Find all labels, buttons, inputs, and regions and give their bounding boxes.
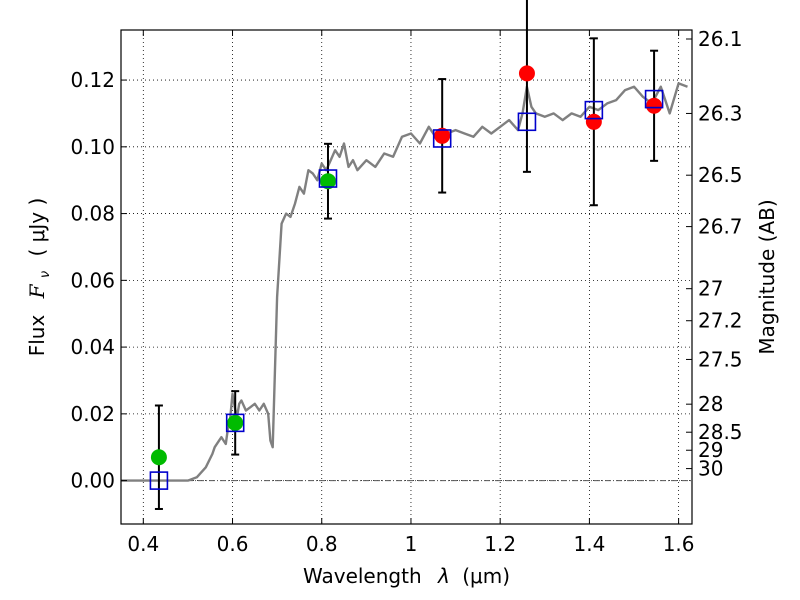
x-tick-label: 1.2 [484, 532, 516, 556]
model-flux-square [149, 471, 169, 490]
magnitude-tick-label: 26.5 [698, 163, 743, 187]
magnitude-tick-label: 26.1 [698, 27, 743, 51]
magnitude-tick-label: 28.5 [698, 420, 743, 444]
x-axis-label-prefix: Wavelength [303, 564, 422, 588]
magnitude-tick-label: 30 [698, 457, 723, 481]
plot-frame [120, 29, 693, 525]
magnitude-axis-label: Magnitude (AB) [755, 199, 779, 354]
y-tick-label: 0.12 [70, 68, 115, 92]
x-tick-label: 1.4 [573, 532, 605, 556]
model-flux-square [225, 413, 245, 433]
model-flux-square [517, 112, 537, 132]
x-tick-label: 1 [405, 532, 418, 556]
sed-model-line [121, 82, 688, 482]
magnitude-tick-label: 27.2 [698, 309, 743, 333]
model-flux-square [318, 169, 338, 188]
observed-flux-point [150, 449, 167, 466]
y-axis-label-symbol: F [25, 283, 49, 299]
magnitude-tick-label: 26.7 [698, 215, 743, 239]
x-tick-label: 0.4 [127, 532, 159, 556]
y-tick-label: 0.02 [70, 402, 115, 426]
magnitude-tick-label: 27 [698, 277, 723, 301]
model-flux-square [644, 89, 664, 109]
observed-flux-point [518, 65, 535, 82]
y-axis-label: Flux F ν ( μJy ) [25, 198, 54, 357]
x-axis-label-symbol: λ [437, 564, 450, 588]
plot-area [121, 0, 688, 510]
x-tick-label: 1.6 [663, 532, 695, 556]
x-tick-label: 0.8 [306, 532, 338, 556]
x-axis-label-unit: (μm) [462, 564, 510, 588]
y-tick-label: 0.06 [70, 268, 115, 292]
y-axis-label-subscript: ν [38, 271, 53, 278]
y-tick-label: 0.00 [70, 469, 115, 493]
observed-flux-point [646, 97, 663, 114]
data-markers [149, 65, 664, 490]
error-bars [154, 0, 659, 510]
observed-flux-point [585, 113, 602, 130]
model-flux-square [584, 100, 604, 120]
x-tick-label: 0.6 [217, 532, 249, 556]
x-axis-label: Wavelength λ (μm) [303, 564, 510, 588]
magnitude-tick-label: 27.5 [698, 347, 743, 371]
observed-flux-point [227, 414, 244, 431]
y-tick-label: 0.10 [70, 135, 115, 159]
model-flux-square [432, 129, 452, 148]
y-axis-label-unit: ( μJy ) [25, 198, 49, 257]
observed-flux-point [319, 173, 336, 190]
observed-flux-point [434, 127, 451, 144]
axis-ticks: 0.4 0.6 0.8 1 1.2 1.4 1.6 0.00 0.02 0.04 0.06 0.08 0… [70, 27, 742, 556]
y-tick-label: 0.04 [70, 335, 115, 359]
magnitude-tick-label: 28 [698, 392, 723, 416]
y-tick-label: 0.08 [70, 202, 115, 226]
magnitude-tick-label: 29 [698, 438, 723, 462]
magnitude-tick-label: 26.3 [698, 101, 743, 125]
y-axis-label-prefix: Flux [25, 315, 49, 357]
